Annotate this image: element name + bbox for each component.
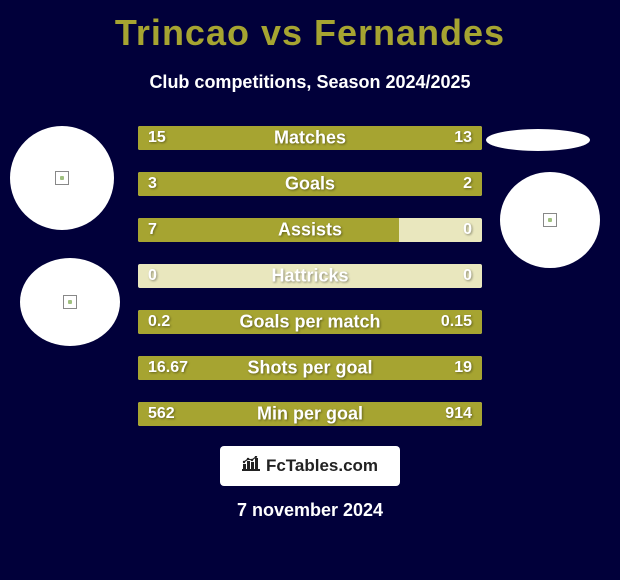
comparison-infographic: Trincao vs Fernandes Club competitions, …	[0, 0, 620, 580]
image-placeholder-icon	[63, 295, 77, 309]
stat-value-right: 13	[454, 129, 472, 147]
stat-value-right: 2	[463, 175, 472, 193]
stat-value-right: 0	[463, 267, 472, 285]
page-title: Trincao vs Fernandes	[0, 0, 620, 54]
stat-bar-right	[344, 172, 482, 196]
stats-area: 15 13 Matches 3 2 Goals 7 0 Assists 0 0 Hattricks 0.…	[138, 126, 482, 448]
stat-value-left: 15	[148, 129, 166, 147]
stat-label: Goals	[285, 174, 335, 195]
stat-value-left: 16.67	[148, 359, 188, 377]
stat-bar-left	[138, 218, 399, 242]
stat-value-left: 7	[148, 221, 157, 239]
stat-label: Shots per goal	[247, 358, 372, 379]
stat-label: Min per goal	[257, 404, 363, 425]
stat-row: 0.2 0.15 Goals per match	[138, 310, 482, 334]
stat-row: 15 13 Matches	[138, 126, 482, 150]
image-placeholder-icon	[55, 171, 69, 185]
player-right-badge	[486, 129, 590, 151]
stat-value-right: 914	[445, 405, 472, 423]
stat-value-left: 3	[148, 175, 157, 193]
stat-value-right: 0	[463, 221, 472, 239]
stat-row: 562 914 Min per goal	[138, 402, 482, 426]
stat-value-left: 562	[148, 405, 175, 423]
stat-row: 3 2 Goals	[138, 172, 482, 196]
source-badge: FcTables.com	[220, 446, 400, 486]
player-left-avatar-1	[10, 126, 114, 230]
stat-value-left: 0.2	[148, 313, 170, 331]
stat-label: Assists	[278, 220, 342, 241]
stat-value-right: 19	[454, 359, 472, 377]
stat-value-left: 0	[148, 267, 157, 285]
image-placeholder-icon	[543, 213, 557, 227]
subtitle: Club competitions, Season 2024/2025	[0, 72, 620, 93]
source-badge-text: FcTables.com	[266, 456, 378, 476]
player-right-avatar	[500, 172, 600, 268]
stat-row: 0 0 Hattricks	[138, 264, 482, 288]
player-left-avatar-2	[20, 258, 120, 346]
stat-value-right: 0.15	[441, 313, 472, 331]
stat-row: 7 0 Assists	[138, 218, 482, 242]
stat-label: Goals per match	[239, 312, 380, 333]
chart-icon	[242, 456, 260, 477]
stat-label: Hattricks	[271, 266, 348, 287]
stat-row: 16.67 19 Shots per goal	[138, 356, 482, 380]
stat-label: Matches	[274, 128, 346, 149]
footer-date: 7 november 2024	[237, 500, 383, 521]
